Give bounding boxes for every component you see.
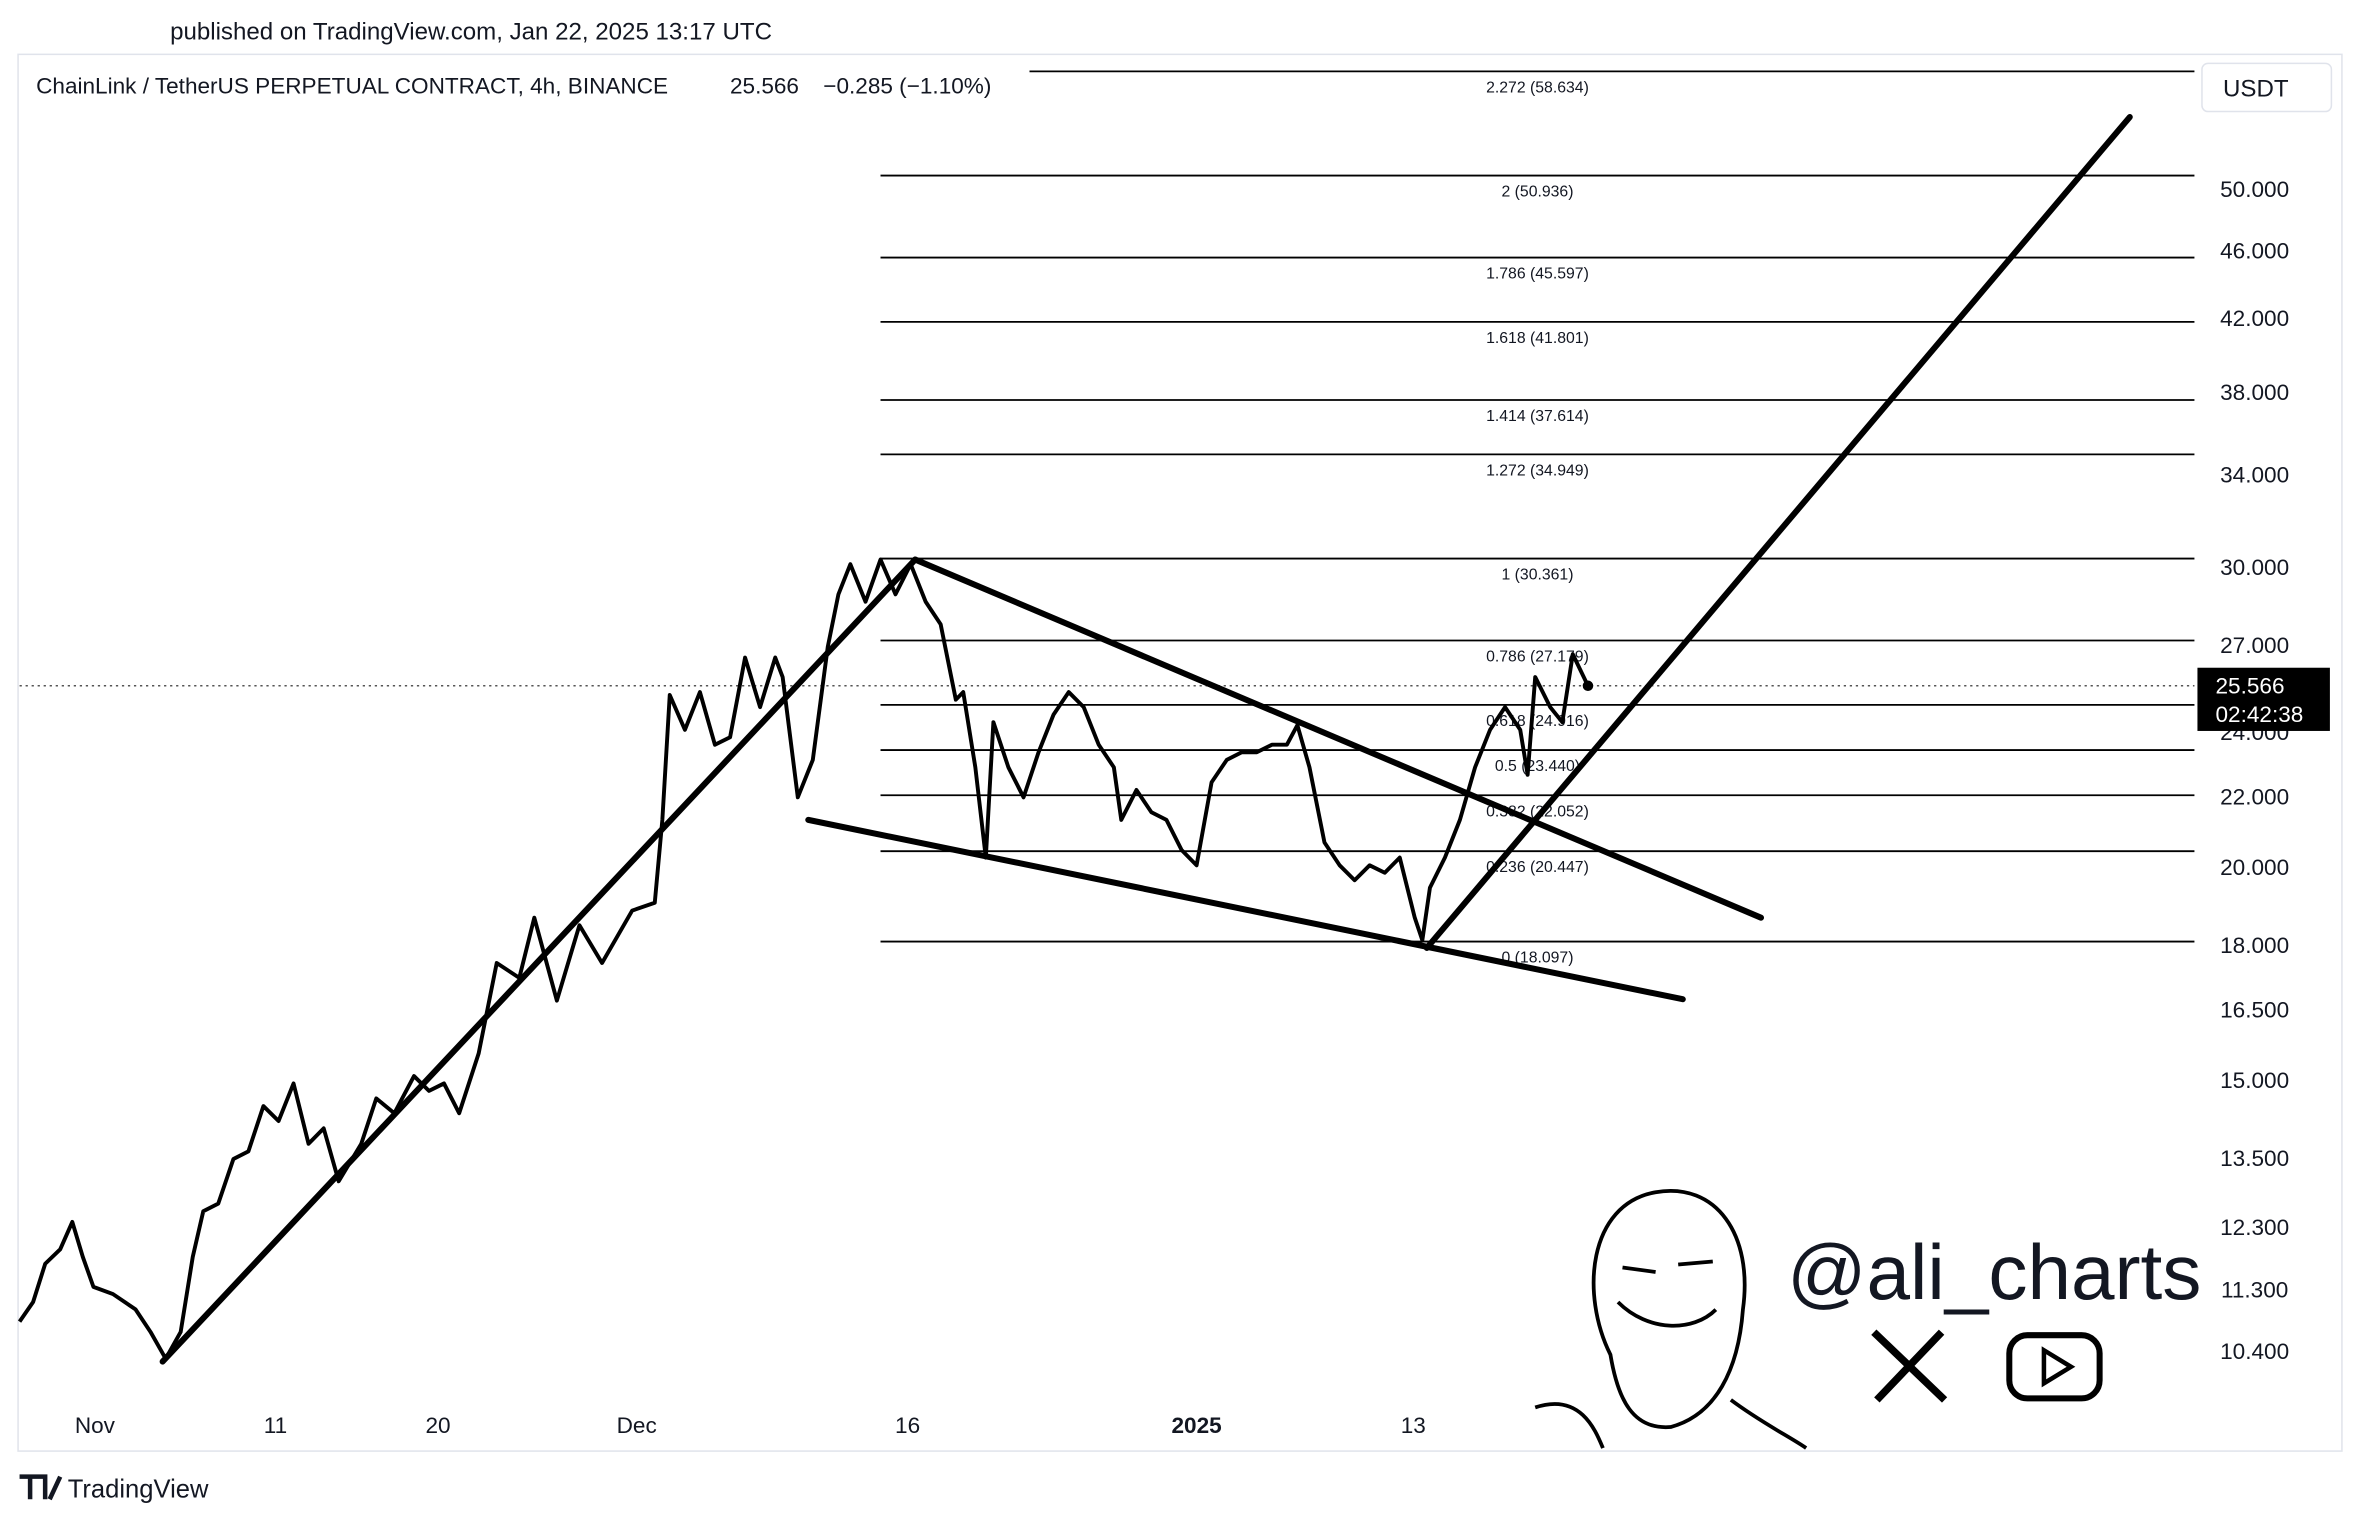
price-tag-value: 25.566 xyxy=(2216,673,2285,698)
youtube-play xyxy=(2041,1346,2076,1388)
currency-label: USDT xyxy=(2223,75,2289,102)
trend-line xyxy=(1423,114,2133,951)
price-tag-countdown: 02:42:38 xyxy=(2216,702,2304,727)
fib-level-label: 0.382 (22.052) xyxy=(1486,803,1589,820)
fib-level-label: 1.414 (37.614) xyxy=(1486,408,1589,425)
y-tick-label: 50.000 xyxy=(2220,177,2289,202)
y-tick-label: 38.000 xyxy=(2220,380,2289,405)
fib-level-label: 1.786 (45.597) xyxy=(1486,266,1589,283)
y-tick-label: 30.000 xyxy=(2220,555,2289,580)
fib-level-label: 2 (50.936) xyxy=(1501,184,1573,201)
last-point xyxy=(1582,680,1594,692)
y-tick-label: 46.000 xyxy=(2220,239,2289,264)
x-icon xyxy=(1871,1329,1948,1403)
chart-frame xyxy=(17,53,2343,1452)
x-tick-label: 13 xyxy=(1401,1413,1426,1438)
fib-level-label: 1.618 (41.801) xyxy=(1486,330,1589,347)
price-line xyxy=(17,557,1590,1361)
currency-button[interactable] xyxy=(2201,62,2333,113)
fib-level-label: 1 (30.361) xyxy=(1501,567,1573,584)
brand-name: TradingView xyxy=(68,1476,209,1504)
watermark-handle: @ali_charts xyxy=(1787,1228,2201,1316)
x-tick-label: 11 xyxy=(264,1413,287,1438)
fib-level-label: 0 (18.097) xyxy=(1501,950,1573,967)
y-tick-label: 12.300 xyxy=(2220,1215,2289,1240)
y-tick-label: 18.000 xyxy=(2220,933,2289,958)
x-tick-label: 2025 xyxy=(1171,1413,1221,1438)
y-tick-label: 22.000 xyxy=(2220,785,2289,810)
y-tick-label: 15.000 xyxy=(2220,1068,2289,1093)
avatar-eyes xyxy=(1622,1259,1713,1274)
x-tick-label: Nov xyxy=(75,1413,116,1438)
brand-logo xyxy=(19,1474,63,1501)
title-backdrop xyxy=(21,63,1030,109)
y-tick-label: 10.400 xyxy=(2220,1339,2289,1364)
published-note: published on TradingView.com, Jan 22, 20… xyxy=(170,18,772,45)
trend-line xyxy=(159,556,919,1365)
fib-level-label: 1.272 (34.949) xyxy=(1486,462,1589,479)
avatar-head xyxy=(1591,1189,1747,1429)
y-tick-label: 42.000 xyxy=(2220,306,2289,331)
fib-level-label: 0.786 (27.179) xyxy=(1486,649,1589,666)
fib-level-label: 0.5 (23.440) xyxy=(1495,758,1580,775)
header-price: 25.566 xyxy=(730,73,799,98)
price-tag xyxy=(2197,667,2330,731)
trend-line xyxy=(805,816,1686,1003)
header-change: −0.285 (−1.10%) xyxy=(823,73,991,98)
y-tick-label: 27.000 xyxy=(2220,633,2289,658)
y-tick-label: 34.000 xyxy=(2220,462,2289,487)
x-tick-label: Dec xyxy=(617,1413,657,1438)
fib-level-label: 0.236 (20.447) xyxy=(1486,859,1589,876)
x-tick-label: 16 xyxy=(895,1413,920,1438)
avatar-shoulders xyxy=(1534,1398,1808,1450)
trend-line xyxy=(912,556,1764,921)
x-tick-label: 20 xyxy=(425,1413,450,1438)
y-tick-label: 11.300 xyxy=(2221,1278,2288,1303)
fib-level-label: 2.272 (58.634) xyxy=(1486,79,1589,96)
y-tick-label: 20.000 xyxy=(2220,855,2289,880)
youtube-icon xyxy=(2006,1332,2103,1402)
avatar-mouth xyxy=(1616,1300,1718,1328)
chart-title: ChainLink / TetherUS PERPETUAL CONTRACT,… xyxy=(36,73,668,98)
y-tick-label: 16.500 xyxy=(2220,997,2289,1022)
plot-layer: 50.000 46.000 42.000 38.000 34.000 30.000 27.0… xyxy=(17,70,2289,1438)
avatar xyxy=(1534,1189,1808,1450)
y-tick-label: 13.500 xyxy=(2220,1146,2289,1171)
